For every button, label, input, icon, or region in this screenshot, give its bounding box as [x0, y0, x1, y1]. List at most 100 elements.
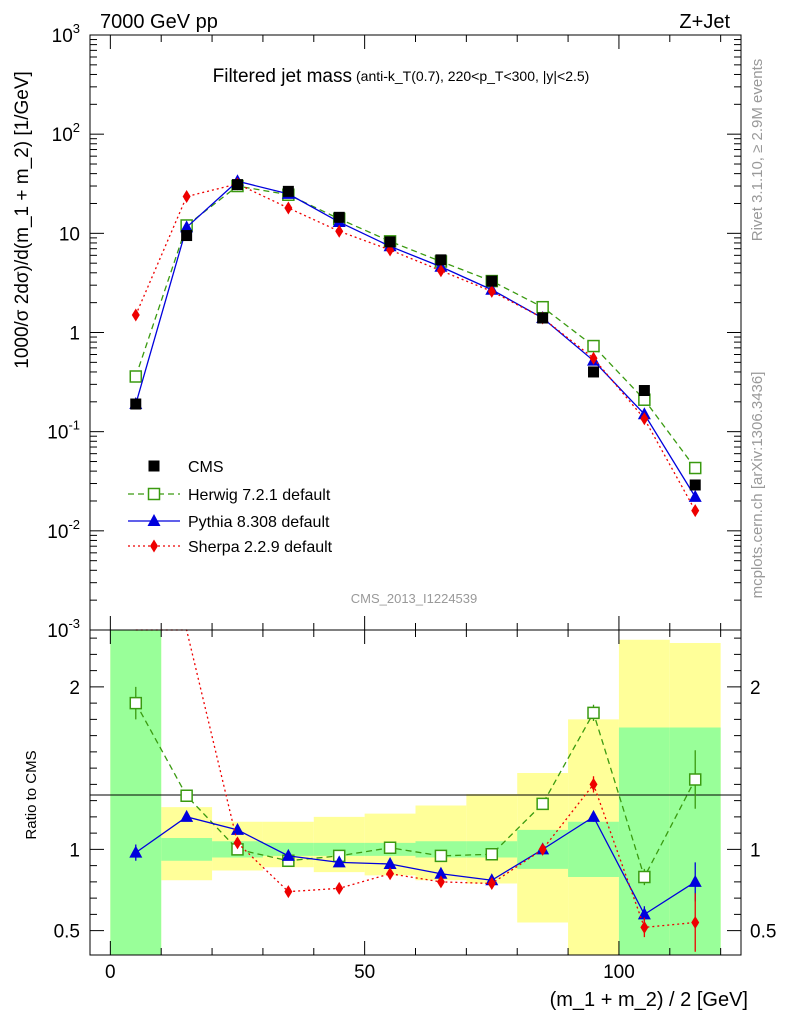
ratio-series-sherpa — [135, 629, 700, 952]
legend-label: Herwig 7.2.1 default — [188, 487, 331, 504]
mcplots-label: mcplots.cern.ch [arXiv:1306.3436] — [749, 372, 766, 599]
legend: CMS Herwig 7.2.1 default Pythia 8.308 defa… — [128, 459, 333, 556]
x-tick-label: 0 — [105, 962, 116, 983]
series-line — [135, 180, 696, 498]
ratio-point — [587, 809, 601, 822]
data-point — [180, 220, 194, 233]
series-cms — [130, 179, 701, 491]
y-tick-label: 10-3 — [47, 616, 80, 642]
main-series-layer — [129, 174, 702, 518]
ratio-point — [640, 920, 649, 934]
ratio-y-tick-label: 1 — [69, 840, 80, 861]
energy-label: 7000 GeV pp — [100, 11, 218, 33]
data-point — [638, 385, 650, 397]
ratio-line — [135, 629, 696, 929]
data-point — [487, 284, 496, 298]
legend-marker — [147, 487, 161, 501]
ratio-point — [691, 916, 700, 929]
ratio-point — [129, 845, 143, 858]
y-tick-label: 10 — [59, 224, 80, 245]
ratio-series-layer — [129, 629, 702, 952]
ratio-point — [536, 797, 549, 811]
main-y-axis-label: 1000/σ 2dσ)/d(m_1 + m_2) [1/GeV] — [12, 71, 33, 369]
data-point — [129, 370, 143, 383]
ratio-point — [383, 841, 397, 854]
ratio-point — [233, 836, 242, 850]
analysis-label: CMS_2013_I1224539 — [351, 591, 478, 606]
green-band — [161, 838, 213, 861]
data-point — [688, 489, 702, 502]
y-tick-label: 1 — [69, 324, 80, 345]
data-point — [436, 264, 445, 278]
ratio-point — [335, 881, 344, 895]
main-axis-ticks: 10-3 10-2 10-1 1 10 102 103 — [47, 21, 741, 642]
ratio-point — [538, 842, 547, 856]
uncertainty-bands — [110, 630, 721, 955]
ratio-point — [180, 789, 193, 802]
ratio-point — [434, 866, 448, 879]
ratio-axis-ticks: 0.5 0.5 1 1 2 2 — [54, 630, 776, 955]
ratio-point — [638, 870, 651, 884]
data-point — [486, 275, 498, 287]
ratio-point — [487, 877, 496, 890]
y-tick-label: 10-1 — [47, 418, 80, 444]
data-point — [333, 211, 345, 223]
ratio-point — [129, 696, 143, 710]
data-point — [689, 479, 701, 491]
rivet-label: Rivet 3.1.10, ≥ 2.9M events — [749, 59, 766, 242]
ratio-point — [281, 848, 295, 861]
ratio-point — [485, 848, 499, 861]
legend-marker — [147, 514, 161, 526]
legend-label: CMS — [188, 459, 224, 476]
legend-marker — [150, 539, 158, 553]
data-point — [284, 201, 293, 215]
ratio-point — [434, 849, 448, 863]
green-band — [110, 630, 162, 955]
legend-marker — [148, 460, 160, 472]
data-point — [691, 504, 700, 518]
y-tick-label: 103 — [52, 21, 80, 47]
data-point — [588, 366, 600, 378]
process-label: Z+Jet — [679, 11, 730, 33]
data-point — [587, 339, 600, 353]
ratio-point — [587, 706, 600, 720]
data-point — [131, 308, 140, 322]
ratio-point — [589, 777, 598, 791]
data-point — [537, 312, 549, 324]
ratio-y-tick-label: 2 — [750, 678, 761, 699]
ratio-point — [386, 867, 395, 881]
ratio-line — [135, 815, 696, 916]
data-point — [282, 185, 294, 197]
legend-label: Pythia 8.308 default — [188, 514, 330, 531]
x-tick-labels: 0 50 100 — [105, 962, 635, 983]
data-point — [231, 179, 243, 191]
series-pythia — [129, 174, 702, 502]
chart-subtitle: (anti-k_T(0.7), 220<p_T<300, |y|<2.5) — [356, 68, 589, 84]
ratio-point — [383, 857, 397, 869]
ratio-point — [688, 773, 702, 786]
ratio-point — [436, 875, 445, 889]
ratio-panel: 0.5 0.5 1 1 2 2 Ratio to CMS — [23, 629, 776, 956]
green-band — [313, 842, 365, 856]
ratio-point — [332, 855, 346, 868]
data-point — [435, 254, 447, 266]
chart-title: Filtered jet mass — [213, 66, 352, 87]
series-line — [135, 183, 696, 511]
series-line — [135, 185, 696, 469]
ratio-point — [180, 809, 194, 822]
ratio-y-tick-label: 1 — [750, 840, 761, 861]
data-point — [589, 351, 598, 365]
ratio-point — [688, 874, 702, 887]
data-point — [181, 230, 193, 242]
ratio-line — [135, 702, 696, 879]
green-band — [568, 821, 619, 877]
x-tick-label: 50 — [354, 962, 375, 983]
x-tick-label: 100 — [603, 962, 635, 983]
ratio-y-tick-label: 0.5 — [750, 922, 776, 943]
ratio-y-tick-label: 2 — [69, 678, 80, 699]
data-point — [182, 190, 191, 204]
series-herwig — [129, 179, 702, 475]
x-axis-label: (m_1 + m_2) / 2 [GeV] — [550, 989, 748, 1011]
